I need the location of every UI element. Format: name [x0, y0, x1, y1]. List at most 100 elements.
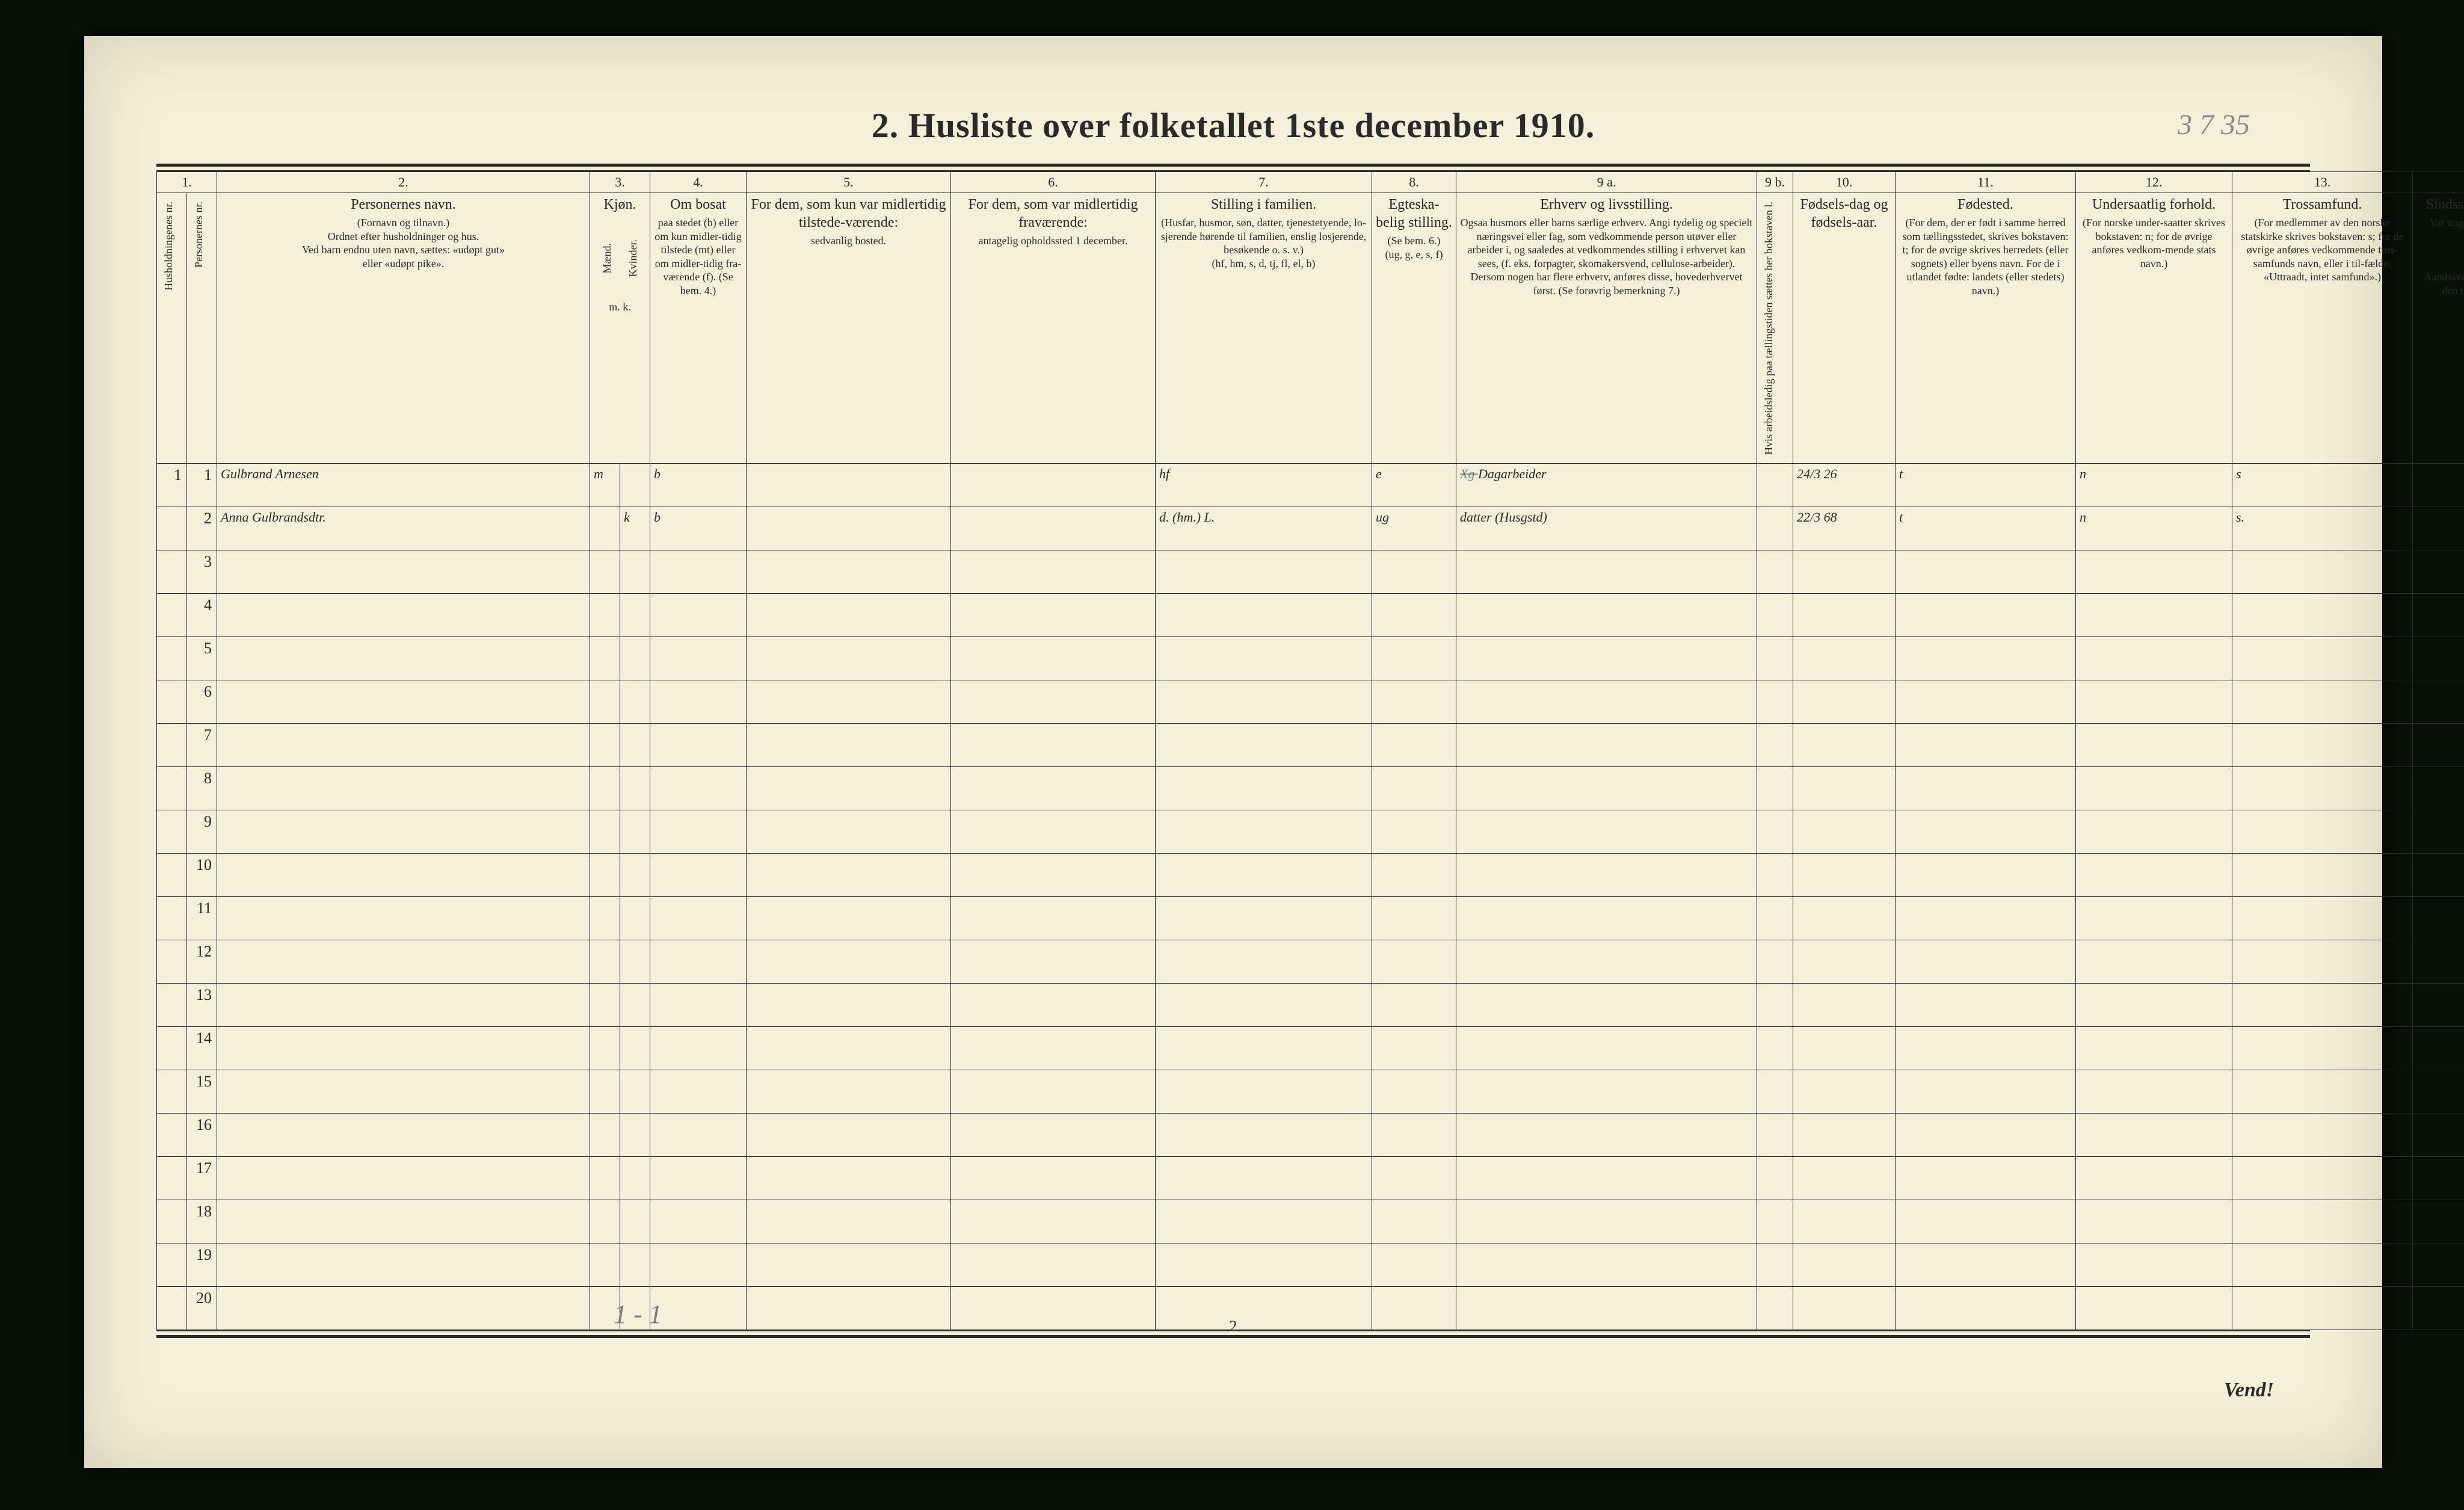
cell-empty	[2232, 723, 2413, 766]
cell-empty	[650, 1156, 747, 1200]
cell-empty	[650, 810, 747, 853]
cell-empty	[1793, 896, 1896, 940]
cell-empty	[1896, 723, 2076, 766]
cell-hh	[157, 1070, 187, 1113]
table-row: 12	[157, 940, 2464, 983]
cell-empty	[1456, 853, 1757, 896]
cell-empty	[217, 1286, 590, 1330]
cell-empty	[1156, 1026, 1372, 1070]
cell-empty	[217, 1243, 590, 1286]
cell-hh	[157, 680, 187, 723]
cell-pn: 15	[187, 1070, 217, 1113]
cell-empty	[1896, 1070, 2076, 1113]
cell-empty	[1156, 1113, 1372, 1156]
cell-empty	[650, 1026, 747, 1070]
cell-empty	[1896, 636, 2076, 680]
cell-empty	[2232, 810, 2413, 853]
cell-empty	[1156, 1156, 1372, 1200]
colnum-9a: 9 a.	[1456, 172, 1757, 193]
cell-empty	[747, 1070, 951, 1113]
cell-empty	[1757, 853, 1793, 896]
cell-empty	[1156, 1243, 1372, 1286]
cell-empty	[590, 1026, 620, 1070]
cell-empty	[951, 853, 1156, 896]
cell-empty	[1793, 810, 1896, 853]
cell-empty	[1456, 1243, 1757, 1286]
colnum-6: 6.	[951, 172, 1156, 193]
cell-empty	[1896, 1286, 2076, 1330]
cell-empty	[620, 593, 650, 636]
head-c13: Trossamfund. (For medlemmer av den norsk…	[2232, 193, 2413, 464]
cell-empty	[590, 636, 620, 680]
cell-hh	[157, 593, 187, 636]
cell-empty	[590, 1200, 620, 1243]
cell-empty	[951, 550, 1156, 593]
footer-tally: 1 - 1	[614, 1299, 662, 1330]
top-right-annotation: 3 7 35	[2178, 108, 2250, 141]
cell-hh	[157, 940, 187, 983]
cell-empty	[1896, 1026, 2076, 1070]
cell-hh	[157, 896, 187, 940]
cell-empty	[650, 723, 747, 766]
cell-empty	[2076, 766, 2232, 810]
occupation-text: Dagarbeider	[1478, 466, 1547, 481]
cell-pn: 12	[187, 940, 217, 983]
cell-empty	[951, 896, 1156, 940]
cell-empty	[2413, 550, 2464, 593]
cell-empty	[217, 853, 590, 896]
page-title: 2. Husliste over folketallet 1ste decemb…	[84, 36, 2382, 146]
table-row: 11	[157, 896, 2464, 940]
cell-empty	[2413, 636, 2464, 680]
cell-empty	[1456, 680, 1757, 723]
cell-empty	[2076, 1156, 2232, 1200]
cell-empty	[217, 1070, 590, 1113]
cell-sex-m: m	[590, 463, 620, 507]
colnum-4: 4.	[650, 172, 747, 193]
table-row: 10	[157, 853, 2464, 896]
cell-empty	[951, 1286, 1156, 1330]
cell-empty	[1757, 983, 1793, 1026]
cell-empty	[620, 810, 650, 853]
cell-empty	[2076, 853, 2232, 896]
cell-empty	[650, 940, 747, 983]
cell-empty	[217, 766, 590, 810]
cell-c14	[2413, 507, 2464, 550]
cell-empty	[1896, 766, 2076, 810]
cell-pn: 1	[187, 463, 217, 507]
cell-empty	[1896, 1200, 2076, 1243]
head-c9a: Erhverv og livsstilling. Ogsaa husmors e…	[1456, 193, 1757, 464]
cell-empty	[2076, 983, 2232, 1026]
cell-empty	[2232, 1026, 2413, 1070]
cell-empty	[747, 810, 951, 853]
header-row: Husholdningenes nr. Personernes nr. Pers…	[157, 193, 2464, 464]
cell-empty	[747, 1200, 951, 1243]
cell-empty	[2076, 593, 2232, 636]
cell-empty	[1793, 940, 1896, 983]
cell-empty	[2413, 983, 2464, 1026]
cell-empty	[1372, 1113, 1456, 1156]
cell-empty	[1896, 810, 2076, 853]
cell-empty	[2232, 550, 2413, 593]
cell-empty	[951, 680, 1156, 723]
cell-empty	[1372, 1286, 1456, 1330]
cell-empty	[650, 853, 747, 896]
cell-nationality: n	[2076, 463, 2232, 507]
cell-empty	[747, 723, 951, 766]
cell-empty	[650, 983, 747, 1026]
census-table: 1. 2. 3. 4. 5. 6. 7. 8. 9 a. 9 b. 10. 11…	[156, 171, 2464, 1330]
cell-empty	[1896, 983, 2076, 1026]
cell-empty	[2413, 1243, 2464, 1286]
cell-empty	[1757, 1156, 1793, 1200]
cell-pn: 8	[187, 766, 217, 810]
cell-empty	[620, 1070, 650, 1113]
colnum-10: 10.	[1793, 172, 1896, 193]
cell-empty	[620, 1156, 650, 1200]
cell-empty	[590, 593, 620, 636]
cell-empty	[217, 940, 590, 983]
cell-empty	[747, 593, 951, 636]
cell-empty	[590, 940, 620, 983]
cell-empty	[2232, 1156, 2413, 1200]
cell-empty	[1757, 550, 1793, 593]
cell-hh	[157, 766, 187, 810]
cell-empty	[590, 766, 620, 810]
